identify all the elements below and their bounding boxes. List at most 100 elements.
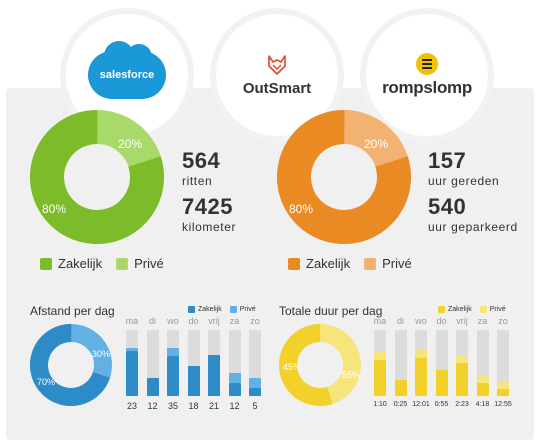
bar-value-label: 12:55 [494, 401, 512, 408]
donut-segment-zakelijk [30, 324, 112, 406]
rompslomp-logo[interactable]: rompslomp [366, 14, 488, 136]
bar-prive [374, 351, 386, 360]
legend-label-zakelijk: Zakelijk [58, 256, 103, 271]
distance-donut-chart [30, 324, 112, 406]
duration-donut-chart [279, 324, 361, 406]
bar-zakelijk [208, 355, 220, 396]
km-value: 7425 [182, 194, 233, 219]
legend-swatch-zakelijk [40, 257, 52, 270]
day-label: za [477, 316, 488, 326]
bar-zakelijk [476, 382, 489, 396]
bar-value-label: 0:25 [393, 401, 408, 408]
bar-value-label: 2:23 [455, 401, 469, 408]
day-label: do [188, 316, 199, 326]
day-label: zo [250, 316, 260, 326]
day-label: di [396, 316, 404, 326]
bar-zakelijk [167, 356, 179, 396]
bar-prive [415, 349, 427, 358]
bar-value-label: 4:18 [475, 401, 490, 408]
duration-prive-percent: 45% [283, 362, 302, 372]
legend-label-zakelijk: Zakelijk [306, 256, 351, 271]
trips-value: 564 [182, 148, 221, 173]
fox-icon [268, 54, 286, 75]
bar-prive [228, 372, 241, 383]
legend-swatch-prive [229, 306, 237, 313]
legend-swatch-zakelijk [438, 306, 445, 313]
parked-value: 540 [428, 194, 467, 219]
legend-swatch-prive [479, 306, 487, 313]
legend-label-prive: Privé [382, 256, 412, 271]
bar-value-label: 23 [126, 401, 137, 411]
day-label: do [436, 316, 447, 326]
left-legend: Zakelijk Privé [40, 256, 178, 271]
day-label: zo [498, 316, 508, 326]
bar-zakelijk [146, 377, 159, 396]
bar-track [497, 330, 509, 396]
salesforce-wordmark: salesforce [99, 69, 155, 81]
bar-value-label: 5 [252, 401, 258, 411]
bar-value-label: 12:01 [412, 401, 430, 408]
rompslomp-wordmark: rompslomp [382, 77, 472, 97]
rompslomp-stack-icon [416, 52, 438, 75]
driven-value: 157 [428, 148, 467, 173]
trips-unit: ritten [182, 174, 213, 188]
bar-zakelijk [249, 388, 261, 396]
bar-zakelijk [435, 369, 448, 396]
left-zakelijk-percent: 80% [42, 202, 67, 216]
hours-donut-chart [277, 110, 411, 244]
day-label: ma [373, 316, 387, 326]
legend-label-zakelijk: Zakelijk [448, 306, 472, 313]
right-legend: Zakelijk Privé [288, 256, 426, 271]
outsmart-wordmark: OutSmart [242, 79, 312, 97]
bar-prive [249, 378, 261, 389]
bar-zakelijk [394, 379, 407, 396]
bar-prive [497, 381, 509, 390]
bar-prive [456, 355, 468, 363]
legend-swatch-zakelijk [188, 306, 195, 313]
trips-donut-chart [30, 110, 164, 244]
bar-zakelijk [456, 363, 468, 396]
day-label: za [229, 316, 240, 326]
legend-label-prive: Privé [239, 306, 256, 313]
right-zakelijk-percent: 80% [289, 202, 314, 216]
bar-zakelijk [187, 366, 200, 396]
right-prive-percent: 20% [364, 137, 389, 151]
duration-title: Totale duur per dag [279, 304, 383, 318]
duration-zakelijk-percent: 55% [342, 370, 361, 380]
distance-prive-percent: 30% [92, 349, 111, 359]
bar-value-label: 12 [147, 401, 158, 411]
legend-swatch-prive [364, 257, 377, 270]
day-label: vrij [456, 316, 468, 326]
legend-label-zakelijk: Zakelijk [198, 306, 222, 313]
bar-value-label: 21 [208, 401, 219, 411]
bar-zakelijk [497, 389, 509, 396]
duration-legend: Zakelijk Privé [438, 306, 514, 313]
bar-zakelijk [374, 359, 386, 396]
day-label: di [148, 316, 156, 326]
day-label: ma [125, 316, 139, 326]
left-prive-percent: 20% [118, 137, 143, 151]
bar-value-label: 1:10 [373, 401, 387, 408]
salesforce-cloud-icon: salesforce [88, 41, 166, 99]
bar-prive [476, 374, 489, 383]
bar-zakelijk [415, 357, 427, 396]
bar-value-label: 0:55 [434, 401, 449, 408]
legend-swatch-prive [116, 257, 129, 270]
bar-zakelijk [126, 351, 138, 396]
bar-prive [126, 347, 138, 352]
day-label: vrij [208, 316, 220, 326]
km-unit: kilometer [182, 220, 237, 234]
donut-segment-zakelijk [30, 110, 164, 244]
legend-label-prive: Privé [489, 306, 506, 313]
distance-title: Afstand per dag [30, 304, 115, 318]
parked-unit: uur geparkeerd [428, 220, 518, 234]
driven-unit: uur gereden [428, 174, 500, 188]
day-label: wo [415, 316, 427, 326]
donut-segment-zakelijk [277, 110, 411, 244]
legend-label-prive: Privé [134, 256, 164, 271]
bar-zakelijk [228, 382, 241, 396]
bar-value-label: 12 [229, 401, 240, 411]
bar-value-label: 18 [188, 401, 199, 411]
day-label: wo [167, 316, 179, 326]
bar-value-label: 35 [167, 401, 178, 411]
